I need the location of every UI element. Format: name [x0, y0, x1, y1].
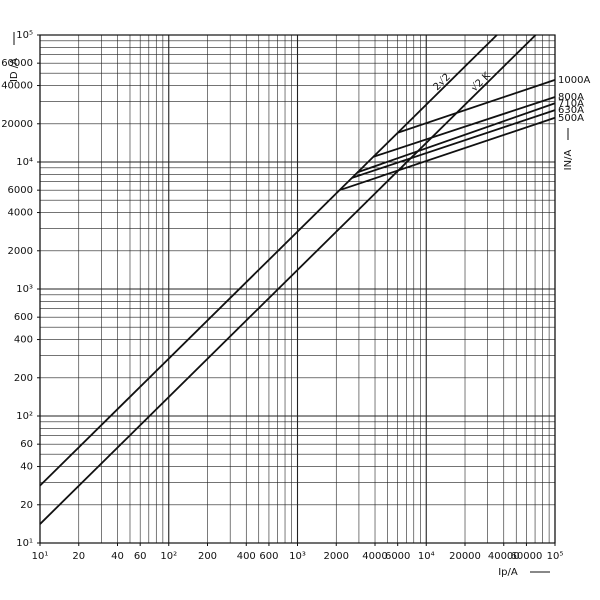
y-tick-label: 10¹ [16, 538, 33, 549]
y-tick-label: 6000 [8, 185, 33, 196]
y-tick-label: 20000 [1, 119, 33, 130]
y-tick-label: 40 [20, 462, 33, 473]
y2-axis-label: IN/A [563, 150, 574, 171]
y-tick-label: 200 [14, 373, 33, 384]
series-line [39, 34, 498, 487]
x-tick-label: 10³ [289, 551, 306, 562]
series-label: 800A [558, 92, 584, 103]
y-tick-label: 60000 [1, 58, 33, 69]
y-tick-label: 2000 [8, 246, 33, 257]
x-tick-label: 400 [237, 551, 256, 562]
series-label: 2√2 [432, 72, 453, 93]
series-line [397, 79, 556, 134]
x-tick-label: 10¹ [32, 551, 49, 562]
x-tick-label: 6000 [385, 551, 410, 562]
x-tick-label: 40000 [488, 551, 520, 562]
x-tick-label: 20 [72, 551, 85, 562]
x-tick-label: 60000 [511, 551, 543, 562]
x-tick-label: 60 [134, 551, 147, 562]
x-tick-label: 2000 [324, 551, 349, 562]
y-axis-label: ID /A [9, 58, 20, 82]
series-label: 1000A [558, 75, 590, 86]
x-tick-label: 4000 [362, 551, 387, 562]
series-line [339, 116, 556, 192]
series-line [357, 102, 556, 174]
x-tick-label: 600 [259, 551, 278, 562]
series-label: √2 K [469, 70, 493, 94]
series-label: 710A [558, 98, 584, 109]
y-tick-label: 4000 [8, 208, 33, 219]
y-tick-label: 10⁵ [16, 30, 33, 41]
y-tick-label: 600 [14, 312, 33, 323]
y-tick-label: 10² [16, 411, 33, 422]
y-tick-label: 400 [14, 335, 33, 346]
y-tick-label: 40000 [1, 81, 33, 92]
series-line [39, 34, 537, 525]
x-tick-label: 10⁵ [547, 551, 564, 562]
x-axis-label: Ip/A [498, 567, 518, 578]
y-tick-label: 60 [20, 439, 33, 450]
x-tick-label: 10² [160, 551, 177, 562]
y-tick-label: 10³ [16, 284, 33, 295]
series-line [373, 96, 556, 158]
series-line [351, 109, 556, 179]
x-tick-label: 200 [198, 551, 217, 562]
series-label: 500A [558, 113, 584, 124]
y-tick-label: 10⁴ [16, 157, 33, 168]
series-label: 630A [558, 105, 584, 116]
x-tick-label: 20000 [449, 551, 481, 562]
x-tick-label: 10⁴ [418, 551, 435, 562]
x-tick-label: 40 [111, 551, 124, 562]
y-tick-label: 20 [20, 500, 33, 511]
